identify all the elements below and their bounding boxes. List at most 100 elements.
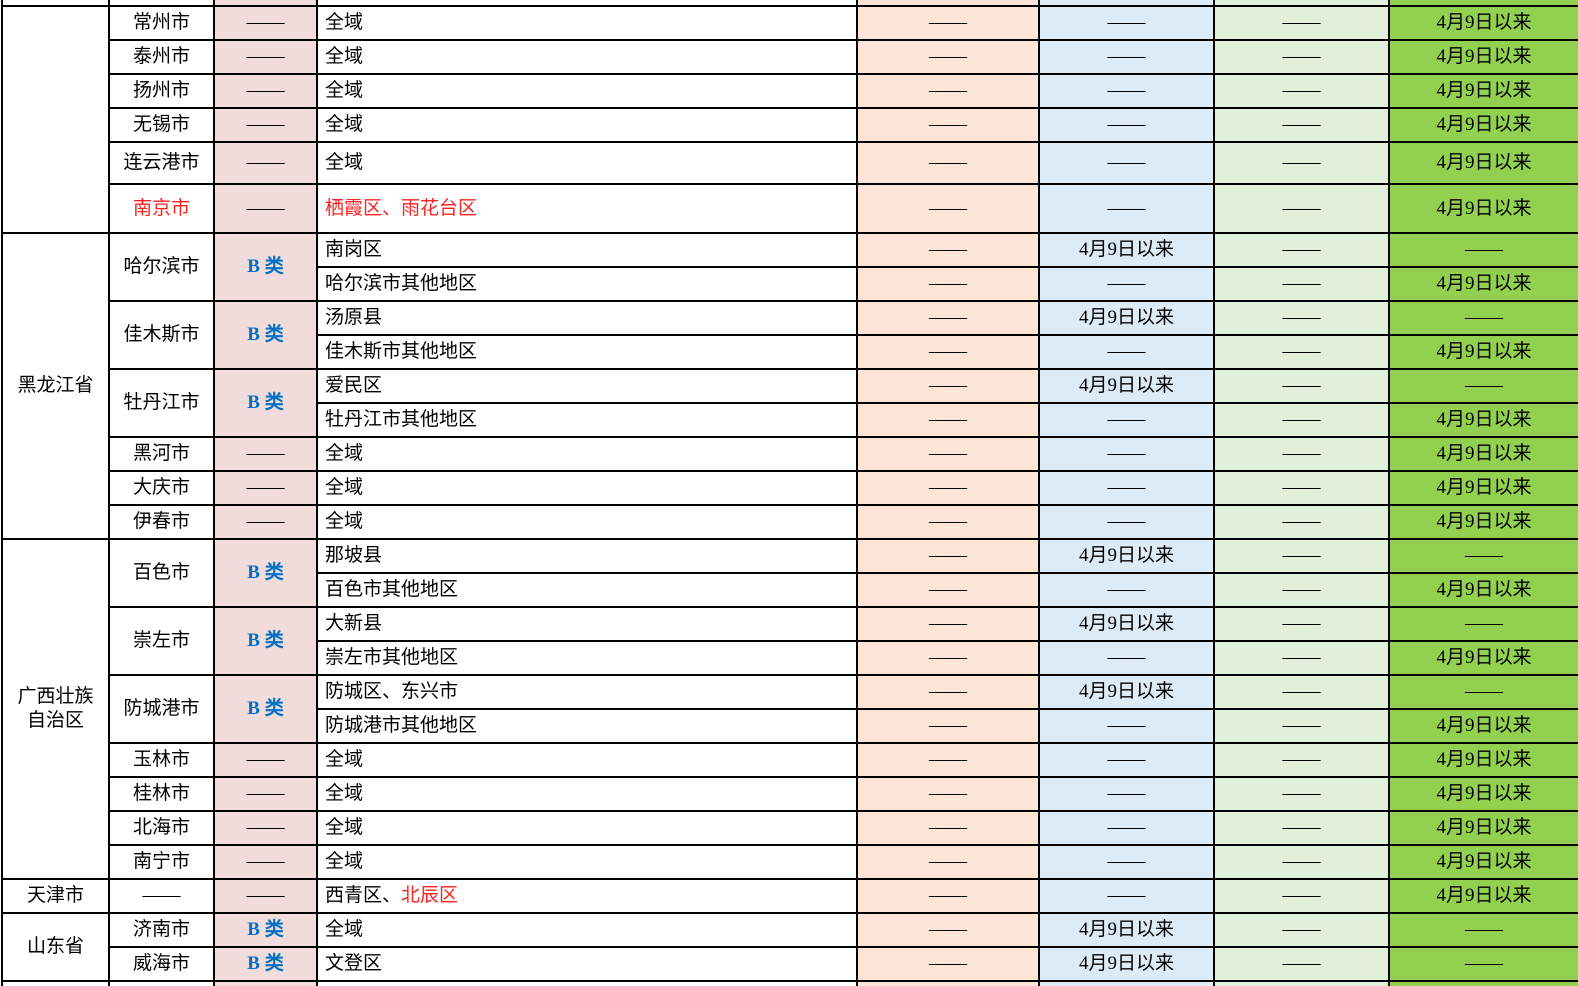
table-row: 无锡市 —— 全域 —— —— —— 4月9日以来 xyxy=(2,107,1578,143)
condition-cell: —— xyxy=(1038,878,1215,914)
district-text: 大新县 xyxy=(325,613,383,635)
condition-cell: —— xyxy=(856,538,1040,574)
district-cell: 那坡县 xyxy=(316,538,858,574)
condition-cell: —— xyxy=(1388,538,1578,574)
cutoff-row-cell xyxy=(1038,0,1215,7)
district-text: 全域 xyxy=(325,152,364,174)
category-cell: —— xyxy=(213,470,318,506)
city-cell: 崇左市 xyxy=(108,606,215,676)
table-row: 崇左市其他地区 —— —— —— 4月9日以来 xyxy=(2,640,1578,676)
table-row: 佳木斯市其他地区 —— —— —— 4月9日以来 xyxy=(2,334,1578,370)
district-text: 全域 xyxy=(325,749,364,771)
condition-cell: —— xyxy=(1038,334,1215,370)
condition-cell: —— xyxy=(1213,470,1390,506)
category-cell: —— xyxy=(213,878,318,914)
district-cell: 崇左市其他地区 xyxy=(316,640,858,676)
district-text: 北辰区 xyxy=(401,885,459,907)
table-row: 天津市 —— —— 西青区、北辰区 —— —— —— 4月9日以来 xyxy=(1,878,1578,914)
city-cell: —— xyxy=(108,878,215,914)
condition-cell: —— xyxy=(1038,141,1215,185)
condition-cell: —— xyxy=(856,572,1040,608)
condition-cell: —— xyxy=(856,436,1040,472)
condition-cell: —— xyxy=(1213,810,1390,846)
condition-cell: —— xyxy=(856,606,1040,642)
table-row: 牡丹江市 B 类爱民区 —— 4月9日以来 —— —— xyxy=(2,368,1578,438)
condition-cell: —— xyxy=(856,107,1040,143)
district-text: 防城港市其他地区 xyxy=(325,715,478,737)
category-cell: —— xyxy=(213,39,318,75)
condition-cell: —— xyxy=(856,5,1040,41)
category-cell: B 类 xyxy=(213,606,318,676)
condition-cell: —— xyxy=(1213,300,1390,336)
district-text: 爱民区 xyxy=(325,375,383,397)
condition-cell: —— xyxy=(856,708,1040,744)
city-cell: 大庆市 xyxy=(108,470,215,506)
condition-cell: —— xyxy=(1213,232,1390,268)
condition-cell: 4月9日以来 xyxy=(1038,300,1215,336)
condition-cell: —— xyxy=(1388,912,1578,948)
condition-cell: —— xyxy=(856,776,1040,812)
city-cell: 玉林市 xyxy=(108,742,215,778)
district-cell: 全域 xyxy=(316,5,858,41)
city-cell: 桂林市 xyxy=(108,776,215,812)
condition-cell: —— xyxy=(1213,776,1390,812)
condition-cell: —— xyxy=(856,368,1040,404)
condition-cell: 4月9日以来 xyxy=(1388,436,1578,472)
table-row: 防城港市其他地区 —— —— —— 4月9日以来 xyxy=(2,708,1578,744)
condition-cell: —— xyxy=(1038,39,1215,75)
condition-cell: —— xyxy=(856,402,1040,438)
city-cell: 常州市 xyxy=(108,5,215,41)
table-row: 桂林市 —— 全域 —— —— —— 4月9日以来 xyxy=(2,776,1578,812)
district-text: 全域 xyxy=(325,511,364,533)
city-cell: 泰州市 xyxy=(108,39,215,75)
city-cell: 无锡市 xyxy=(108,107,215,143)
condition-cell: 4月9日以来 xyxy=(1388,810,1578,846)
table-row xyxy=(1,0,1578,7)
condition-cell: —— xyxy=(1038,640,1215,676)
city-cell: 牡丹江市 xyxy=(108,368,215,438)
condition-cell: 4月9日以来 xyxy=(1388,470,1578,506)
province-cell: 广西壮族 自治区 xyxy=(1,538,110,880)
district-cell: 西青区、北辰区 xyxy=(316,878,858,914)
city-cell: 北海市 xyxy=(108,810,215,846)
condition-cell: —— xyxy=(1213,538,1390,574)
district-cell: 汤原县 xyxy=(316,300,858,336)
category-cell: B 类 xyxy=(213,368,318,438)
condition-cell: —— xyxy=(1213,708,1390,744)
condition-cell: —— xyxy=(1213,73,1390,109)
district-text: 栖霞区、雨花台区 xyxy=(325,197,478,219)
condition-cell: —— xyxy=(1213,946,1390,982)
city-cell: 扬州市 xyxy=(108,73,215,109)
condition-cell: 4月9日以来 xyxy=(1388,107,1578,143)
district-cell: 南岗区 xyxy=(316,232,858,268)
condition-cell: 4月9日以来 xyxy=(1388,844,1578,880)
condition-cell: —— xyxy=(1388,946,1578,982)
table-row: 扬州市 —— 全域 —— —— —— 4月9日以来 xyxy=(2,73,1578,109)
district-text: 哈尔滨市其他地区 xyxy=(325,273,478,295)
condition-cell: 4月9日以来 xyxy=(1388,73,1578,109)
category-cell: —— xyxy=(213,73,318,109)
category-cell: B 类 xyxy=(213,912,318,948)
district-cell: 牡丹江市其他地区 xyxy=(316,402,858,438)
category-cell: —— xyxy=(213,776,318,812)
city-cell: 黑河市 xyxy=(108,436,215,472)
condition-cell: —— xyxy=(1213,266,1390,302)
condition-cell: —— xyxy=(1038,844,1215,880)
condition-cell: —— xyxy=(856,266,1040,302)
condition-cell: 4月9日以来 xyxy=(1038,368,1215,404)
condition-cell: —— xyxy=(1038,776,1215,812)
condition-cell: 4月9日以来 xyxy=(1388,640,1578,676)
district-cell: 全域 xyxy=(316,39,858,75)
condition-cell: —— xyxy=(1038,504,1215,540)
condition-cell: 4月9日以来 xyxy=(1038,912,1215,948)
condition-cell: —— xyxy=(856,640,1040,676)
table-row: 南宁市 —— 全域 —— —— —— 4月9日以来 xyxy=(2,844,1578,880)
district-cell: 百色市其他地区 xyxy=(316,572,858,608)
district-cell: 大新县 xyxy=(316,606,858,642)
city-cell: 济南市 xyxy=(108,912,215,948)
cutoff-row-cell xyxy=(316,0,858,7)
condition-cell: —— xyxy=(856,912,1040,948)
condition-cell: —— xyxy=(1038,266,1215,302)
condition-cell: 4月9日以来 xyxy=(1388,402,1578,438)
